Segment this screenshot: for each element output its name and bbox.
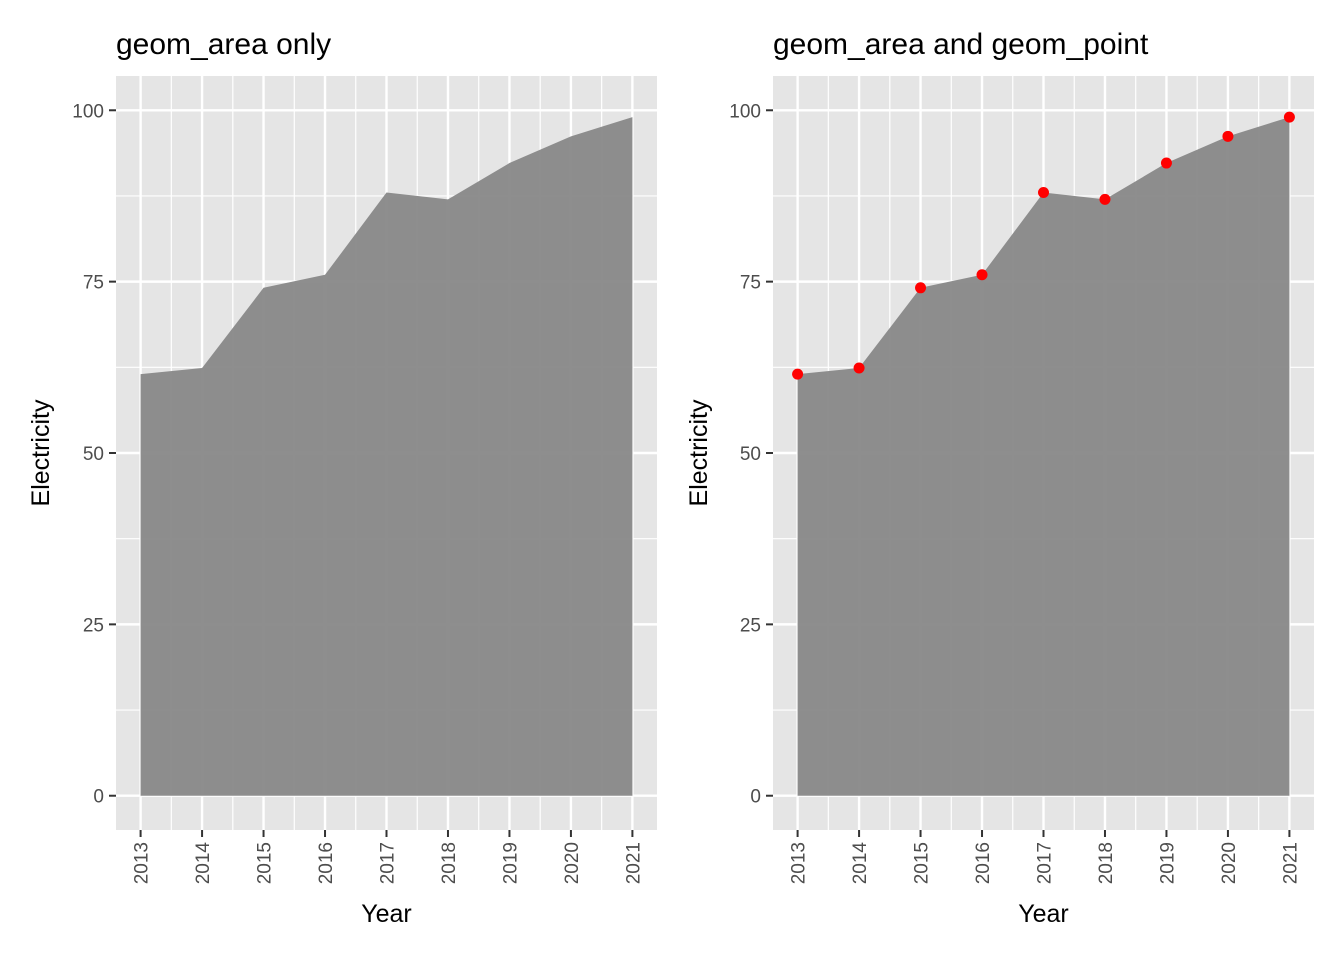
data-point-2014	[853, 362, 865, 374]
x-tick-label: 2014	[193, 842, 214, 885]
data-point-2020	[1222, 130, 1234, 142]
x-tick-label: 2015	[255, 842, 276, 884]
y-tick-label: 100	[729, 101, 761, 122]
y-tick-label: 25	[83, 615, 104, 636]
y-axis-title: Electricity	[685, 399, 713, 506]
y-tick-label: 50	[83, 444, 104, 465]
y-tick-label: 75	[83, 273, 104, 294]
panel-1-title: geom_area only	[116, 28, 332, 61]
data-point-2019	[1160, 157, 1172, 169]
data-point-2015	[915, 282, 927, 294]
data-point-2013	[792, 368, 804, 380]
x-axis-title: Year	[1018, 900, 1069, 928]
x-tick-label: 2020	[562, 842, 583, 884]
data-point-2018	[1099, 193, 1111, 205]
area-series	[797, 117, 1290, 796]
x-tick-label: 2018	[439, 842, 460, 884]
x-tick-label: 2013	[789, 842, 810, 884]
area-series	[140, 117, 633, 796]
x-tick-label: 2019	[1157, 842, 1178, 884]
y-tick-label: 50	[740, 444, 761, 465]
y-tick-label: 0	[750, 787, 761, 808]
x-tick-label: 2017	[1035, 842, 1056, 884]
panel-1: 0 25 50 75 100 2013 2014 2015 2016 2017 2018 2019 20…	[27, 76, 657, 928]
y-tick-label: 100	[72, 101, 104, 122]
x-tick-label: 2016	[316, 842, 337, 884]
y-tick-label: 75	[740, 273, 761, 294]
x-tick-label: 2016	[973, 842, 994, 884]
panel-2: 0 25 50 75 100 2013 2014 2015 2016 2017 2018 2019 20…	[685, 76, 1314, 928]
data-point-2016	[976, 269, 988, 281]
x-tick-label: 2019	[500, 842, 521, 884]
x-tick-label: 2017	[378, 842, 399, 884]
x-tick-label: 2013	[132, 842, 153, 884]
x-tick-label: 2021	[1280, 842, 1301, 884]
x-tick-label: 2020	[1219, 842, 1240, 884]
y-tick-label: 25	[740, 615, 761, 636]
y-tick-label: 0	[93, 787, 104, 808]
x-axis-title: Year	[361, 900, 412, 928]
x-tick-label: 2014	[850, 842, 871, 885]
x-tick-label: 2015	[912, 842, 933, 884]
y-axis-title: Electricity	[27, 399, 55, 506]
x-tick-label: 2021	[623, 842, 644, 884]
data-point-2017	[1038, 187, 1049, 199]
data-point-2021	[1283, 111, 1295, 123]
panel-2-title: geom_area and geom_point	[773, 28, 1149, 61]
x-tick-label: 2018	[1096, 842, 1117, 884]
